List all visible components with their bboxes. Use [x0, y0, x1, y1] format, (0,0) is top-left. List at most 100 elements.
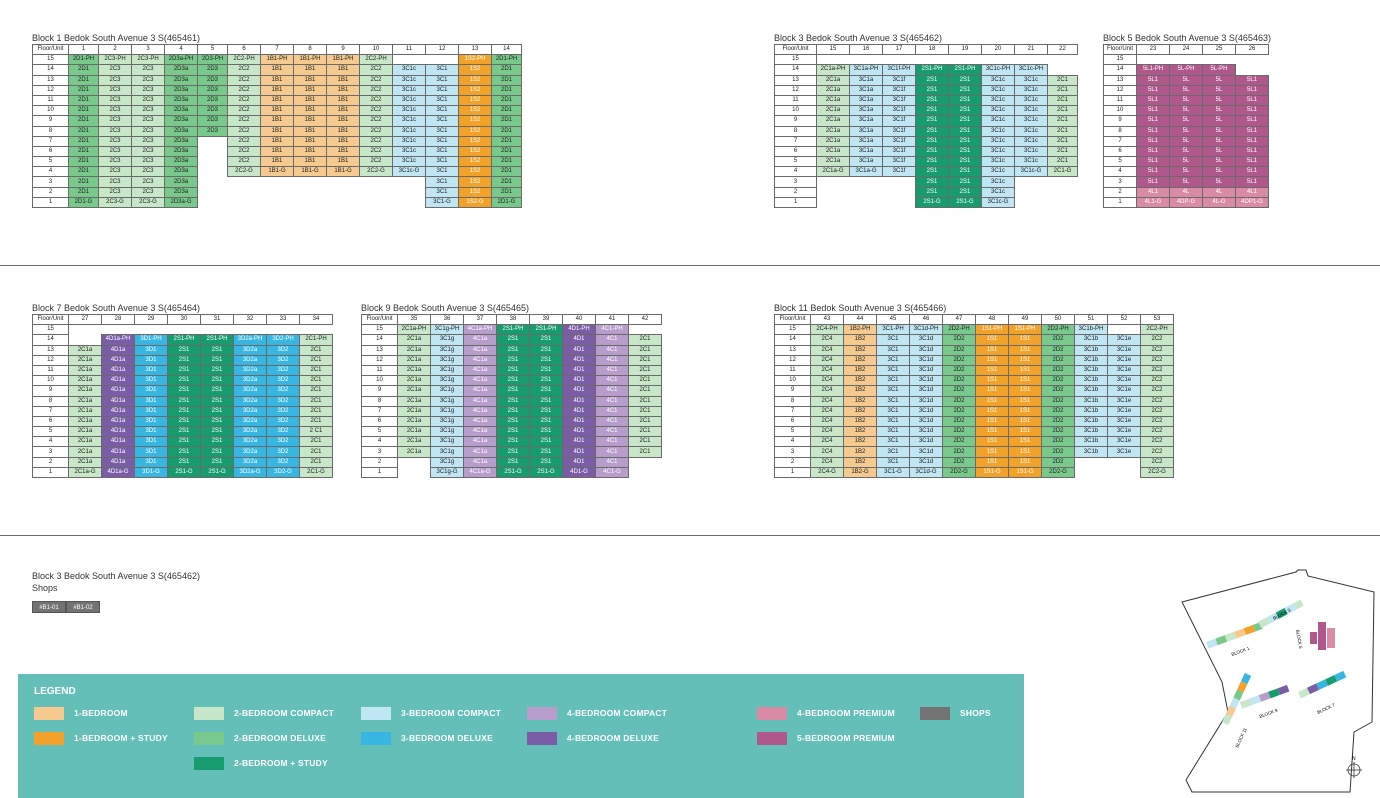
- unit-cell: 2S1: [915, 74, 949, 86]
- unit-cell: 5L: [1202, 84, 1236, 96]
- unit-cell: 2C1: [299, 405, 333, 417]
- unit-cell: 2S1: [915, 94, 949, 107]
- unit-cell: 2S1: [948, 105, 982, 117]
- unit-cell: 2D2: [942, 405, 976, 417]
- unit-cell: 2C1a: [397, 436, 431, 448]
- unit-cell: 2C1: [628, 395, 662, 407]
- empty-cell: [397, 457, 431, 468]
- empty-cell: [197, 146, 228, 157]
- unit-number-header: 41: [595, 313, 629, 326]
- unit-cell: 3C1d-G: [909, 466, 943, 479]
- unit-cell: 2C2: [1140, 385, 1174, 397]
- unit-cell: 2D3a-G: [164, 196, 198, 209]
- unit-cell: 2D1: [491, 94, 522, 107]
- unit-cell: 3C1: [876, 415, 910, 428]
- floor-unit-header: Floor/Unit: [774, 43, 817, 56]
- unit-cell: 2S1: [167, 354, 201, 366]
- unit-number-header: 14: [491, 43, 522, 56]
- empty-cell: [816, 187, 850, 198]
- unit-cell: 4D1: [562, 436, 596, 448]
- unit-cell: 2C4: [810, 395, 844, 407]
- unit-cell: 2D1: [491, 115, 522, 127]
- empty-cell: [392, 187, 426, 198]
- unit-cell: 3C1: [425, 135, 459, 147]
- empty-cell: [1047, 187, 1078, 198]
- floor-label: 12: [32, 84, 69, 96]
- block-9-map-label: BLOCK 9: [1259, 708, 1279, 719]
- floor-label: 11: [774, 94, 817, 107]
- block-5-stack: Block 5 Bedok South Avenue 3 S(465463) F…: [1103, 32, 1271, 209]
- unit-cell: 3D2a: [233, 456, 267, 468]
- unit-cell: 1S2: [458, 186, 492, 198]
- floor-row: 2 2S1 2S1 3C1c: [774, 186, 1078, 198]
- unit-cell: 3C1c: [392, 125, 426, 137]
- unit-cell: 3D2: [266, 446, 300, 458]
- unit-cell: 4C1a: [463, 334, 497, 346]
- floor-label: 2: [1103, 186, 1137, 198]
- unit-cell: 3C1c: [1014, 156, 1048, 168]
- unit-cell: 3D1: [134, 385, 168, 397]
- empty-cell: [425, 54, 459, 65]
- unit-cell: 2C3: [131, 115, 165, 127]
- unit-cell: 3D2a: [233, 405, 267, 417]
- floor-row: 4 2C1a 3C1g 4C1a 2S1 2S1 4D1 4C1 2C1: [361, 436, 662, 448]
- empty-cell: [1074, 457, 1108, 468]
- unit-cell: 2S1: [496, 426, 530, 438]
- floor-label: 15: [1103, 54, 1137, 66]
- unit-cell: 4D1: [562, 375, 596, 387]
- unit-cell: 4D1: [562, 395, 596, 407]
- unit-cell: 1B1-PH: [293, 54, 327, 66]
- unit-cell: 5L1: [1136, 125, 1170, 137]
- floor-label: 14: [774, 64, 817, 76]
- floor-label: 13: [32, 344, 69, 356]
- unit-cell: 2D1: [68, 145, 99, 158]
- unit-cell: 2C2: [227, 145, 261, 158]
- floor-row: 3 2C4 1B2 3C1 3C1d 2D2 1S1 1S1 2D2 3C1b 3C1e 2C2: [774, 446, 1174, 458]
- unit-number-header: 43: [810, 313, 844, 326]
- floor-label: 7: [1103, 135, 1137, 147]
- unit-cell: 2D1: [68, 156, 99, 168]
- unit-cell: 1S1: [1008, 354, 1042, 366]
- unit-cell: 5L1: [1136, 166, 1170, 178]
- floor-row: 11 2C1a 3C1a 3C1f 2S1 2S1 3C1c 3C1c 2C1: [774, 94, 1078, 107]
- unit-cell: 3C1c: [981, 94, 1015, 107]
- unit-cell: 2S1-G: [529, 466, 563, 479]
- unit-cell: 2C1a: [68, 364, 102, 377]
- floor-row: 1 2D1-G 2C3-G 2C3-G 2D3a-G 3C1-G 1S2-G 2D1-G: [32, 196, 522, 209]
- empty-cell: [197, 197, 228, 208]
- unit-cell: 3C1c: [1014, 94, 1048, 107]
- empty-cell: [1235, 54, 1269, 65]
- unit-cell: 3C1b: [1074, 354, 1108, 366]
- unit-number-header: 4: [164, 43, 198, 56]
- legend-item-2-bedroom-compact: 2-BEDROOM COMPACT: [194, 706, 334, 720]
- unit-cell: 3C1: [425, 145, 459, 158]
- unit-cell: 2C1: [1047, 94, 1078, 107]
- unit-cell: 2D3a: [164, 186, 198, 198]
- unit-cell: 1S1: [1008, 334, 1042, 346]
- floor-row: 1 3C1g-G 4C1a-G 2S1-G 2S1-G 4D1-G 4C1-G: [361, 466, 662, 479]
- unit-number-header: 34: [299, 313, 333, 326]
- floor-label: 12: [774, 354, 811, 366]
- floor-label: 5: [32, 156, 69, 168]
- unit-cell: 4C1a: [463, 446, 497, 458]
- unit-cell: 2S1-PH: [948, 64, 982, 76]
- floor-row: 12 5L1 5L 5L 5L1: [1103, 84, 1269, 96]
- unit-cell: 2S1: [167, 344, 201, 356]
- legend-swatch: [361, 706, 391, 720]
- unit-cell: 3C1g: [430, 436, 464, 448]
- unit-cell: 4D1: [562, 364, 596, 377]
- unit-cell: 1B1: [260, 156, 294, 168]
- unit-cell: 1S1: [1008, 344, 1042, 356]
- unit-cell: 2S1-PH: [167, 334, 201, 346]
- unit-cell: 4C1a: [463, 344, 497, 356]
- unit-number-header: 18: [915, 43, 949, 56]
- unit-cell: 1S1: [975, 405, 1009, 417]
- unit-cell: 3C1g: [430, 375, 464, 387]
- empty-cell: [326, 197, 360, 208]
- floor-label: 1: [1103, 196, 1137, 209]
- floor-row: 13 2C1a 3C1g 4C1a 2S1 2S1 4D1 4C1 2C1: [361, 344, 662, 356]
- unit-cell: 4C1: [595, 334, 629, 346]
- unit-number-header: 44: [843, 313, 877, 326]
- unit-cell: 2D3: [197, 125, 228, 137]
- legend-item-3-bedroom-compact: 3-BEDROOM COMPACT: [361, 706, 501, 720]
